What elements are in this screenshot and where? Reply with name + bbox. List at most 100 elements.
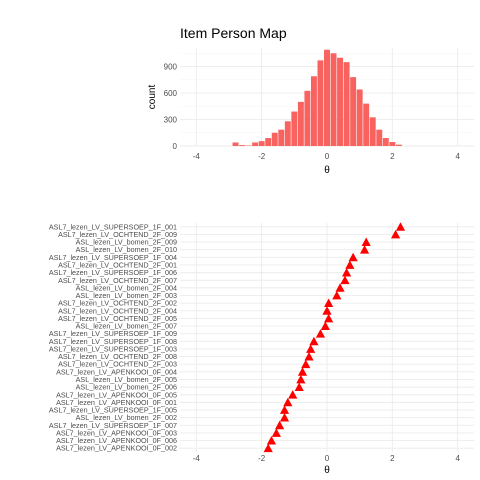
histogram-y-axis-label: count (147, 85, 158, 110)
histogram-bar (343, 62, 350, 146)
item-location-marker (266, 435, 277, 445)
histogram-x-tick-label: -4 (193, 152, 201, 161)
item-label: ASL_lezen_LV_bomen_2F_005 (76, 375, 177, 384)
histogram-x-axis-label: θ (324, 165, 330, 176)
item-location-marker (306, 344, 316, 353)
item-label: ASL7_lezen_LV_OCHTEND_2F_007 (58, 276, 177, 285)
histogram-bar (278, 129, 285, 146)
histogram-bar (317, 60, 324, 146)
item-location-marker (279, 405, 290, 414)
histogram-bar (239, 145, 246, 146)
map-x-axis-label: θ (324, 465, 330, 476)
histogram-x-tick-label: 2 (390, 152, 395, 161)
histogram-bar (395, 144, 402, 146)
item-location-marker (297, 367, 308, 376)
item-label: ASL7_lezen_LV_SUPERSOEP_1F_003 (49, 344, 177, 353)
histogram-y-tick-label: 300 (164, 116, 178, 125)
item-label: ASL7_lezen_LV_OCHTEND_2F_001 (58, 260, 177, 269)
histogram-bar (376, 129, 383, 146)
item-location-marker (345, 260, 355, 269)
item-label: ASL7_lezen_LV_SUPERSOEP_1F_009 (49, 329, 177, 338)
item-label: ASL7_lezen_LV_APENKOOI_0F_002 (56, 444, 177, 453)
item-location-marker (340, 275, 350, 285)
item-location-marker (296, 374, 306, 384)
item-label: ASL7_lezen_LV_SUPERSOEP_1F_005 (49, 406, 177, 415)
item-label: ASL_lezen_LV_bomen_2F_003 (76, 291, 177, 300)
map-x-tick-label: -2 (258, 454, 266, 463)
item-location-marker (324, 298, 334, 308)
histogram-y-tick-label: 600 (164, 89, 178, 98)
histogram-bar (324, 49, 330, 147)
map-x-tick-label: 2 (390, 454, 395, 463)
item-label: ASL7_lezen_LV_APENKOOI_0F_003 (56, 428, 177, 437)
item-location-marker (271, 428, 281, 437)
item-label: ASL7_lezen_LV_OCHTEND_2F_008 (58, 352, 177, 361)
chart-title: Item Person Map (180, 25, 287, 41)
map-x-tick-label: -4 (193, 454, 201, 463)
histogram-bar (271, 132, 278, 146)
histogram-bar (284, 121, 291, 146)
histogram-y-tick-label: 0 (173, 142, 178, 151)
item-label: ASL_lezen_LV_bomen_2F_009 (76, 238, 177, 247)
item-label: ASL7_lezen_LV_SUPERSOEP_1F_007 (49, 421, 177, 430)
item-label: ASL7_lezen_LV_OCHTEND_2F_002 (58, 299, 177, 308)
histogram-bar (337, 57, 344, 146)
histogram-bar (330, 53, 337, 146)
histogram-bar (382, 138, 389, 146)
item-location-marker (279, 413, 290, 422)
item-location-marker (348, 252, 358, 262)
item-location-marker (304, 351, 314, 361)
item-location-marker (395, 222, 406, 231)
item-location-marker (263, 443, 273, 453)
item-location-marker (275, 420, 285, 430)
histogram-y-tick-label: 900 (164, 63, 178, 72)
item-location-marker (322, 306, 332, 315)
histogram-bar (350, 77, 357, 146)
map-x-tick-label: 0 (325, 454, 330, 463)
item-label: ASL_lezen_LV_bomen_2F_010 (76, 245, 177, 254)
item-map-panel: -4 -2 0 2 4ASL7_lezen_LV_SUPERSOEP_1F_001ASL… (49, 222, 474, 476)
histogram-bar (258, 141, 265, 146)
histogram-bar (232, 142, 239, 146)
item-location-marker (320, 321, 330, 330)
item-label: ASL7_lezen_LV_SUPERSOEP_1F_004 (49, 253, 177, 262)
item-location-marker (288, 390, 298, 399)
item-location-marker (301, 359, 311, 369)
item-location-marker (359, 245, 370, 254)
histogram-bar (389, 142, 396, 146)
item-label: ASL_lezen_LV_bomen_2F_006 (76, 383, 177, 392)
item-location-marker (294, 382, 304, 392)
histogram-x-tick-label: 4 (455, 152, 460, 161)
item-location-marker (283, 397, 293, 407)
map-x-tick-label: 4 (455, 454, 460, 463)
item-label: ASL7_lezen_LV_SUPERSOEP_1F_008 (49, 337, 177, 346)
item-location-marker (335, 283, 345, 292)
item-label: ASL_lezen_LV_bomen_2F_004 (76, 283, 177, 292)
histogram-bar (369, 117, 376, 146)
item-location-marker (309, 336, 319, 346)
item-label: ASL7_lezen_LV_APENKOOI_0F_001 (56, 398, 177, 407)
histogram-bar (310, 76, 317, 146)
item-label: ASL7_lezen_LV_SUPERSOEP_1F_001 (49, 222, 177, 231)
item-label: ASL7_lezen_LV_APENKOOI_0F_006 (56, 436, 177, 445)
histogram-bar (363, 103, 370, 146)
item-label: ASL7_lezen_LV_OCHTEND_2F_003 (58, 360, 177, 369)
item-label: ASL7_lezen_LV_OCHTEND_2F_009 (58, 230, 177, 239)
histogram-bar (265, 138, 272, 146)
item-location-marker (332, 290, 342, 300)
item-label: ASL7_lezen_LV_OCHTEND_2F_005 (58, 314, 177, 323)
histogram-x-tick-label: 0 (325, 152, 330, 161)
item-location-marker (391, 229, 401, 239)
histogram-bar (252, 142, 259, 146)
histogram-bar (297, 101, 304, 146)
histogram-bar (356, 89, 363, 146)
histogram-bar (304, 90, 311, 146)
item-label: ASL_lezen_LV_bomen_2F_002 (76, 413, 177, 422)
item-label: ASL_lezen_LV_bomen_2F_007 (76, 322, 177, 331)
item-label: ASL7_lezen_LV_APENKOOI_0F_004 (56, 367, 177, 376)
histogram-bar (291, 111, 298, 146)
item-location-marker (342, 268, 352, 277)
item-location-marker (315, 329, 326, 338)
item-location-marker (361, 237, 371, 246)
